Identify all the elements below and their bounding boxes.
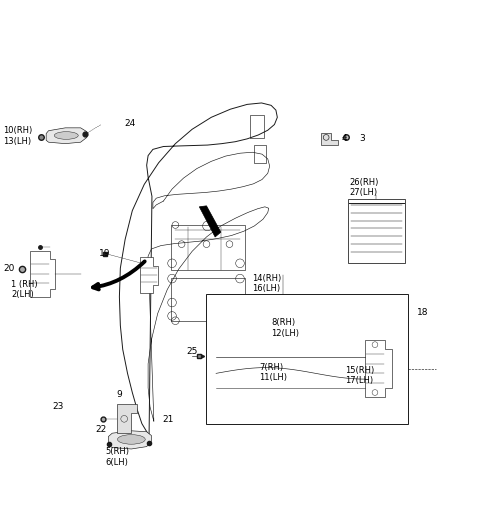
Text: 10(RH)
13(LH): 10(RH) 13(LH) bbox=[3, 126, 32, 146]
Bar bbox=[254, 145, 266, 163]
Text: 5(RH)
6(LH): 5(RH) 6(LH) bbox=[105, 447, 129, 467]
Text: 4: 4 bbox=[341, 134, 347, 143]
Text: 22: 22 bbox=[96, 425, 107, 434]
Text: 15(RH)
17(LH): 15(RH) 17(LH) bbox=[345, 366, 374, 386]
Text: 25: 25 bbox=[186, 347, 198, 356]
Text: 26(RH)
27(LH): 26(RH) 27(LH) bbox=[349, 178, 379, 197]
Bar bbox=[170, 225, 245, 270]
Text: 8(RH)
12(LH): 8(RH) 12(LH) bbox=[272, 318, 300, 338]
Text: 19: 19 bbox=[99, 249, 110, 258]
Text: 7(RH)
11(LH): 7(RH) 11(LH) bbox=[259, 363, 287, 382]
Text: 1 (RH)
2(LH): 1 (RH) 2(LH) bbox=[11, 280, 38, 299]
Text: 3: 3 bbox=[360, 134, 365, 143]
Bar bbox=[250, 115, 264, 138]
Ellipse shape bbox=[118, 435, 145, 444]
Text: 20: 20 bbox=[3, 264, 14, 272]
Bar bbox=[206, 294, 408, 423]
Polygon shape bbox=[365, 340, 392, 397]
Polygon shape bbox=[46, 128, 87, 144]
Text: 23: 23 bbox=[52, 402, 64, 412]
Bar bbox=[348, 199, 405, 263]
Text: 18: 18 bbox=[417, 308, 429, 316]
Text: 24: 24 bbox=[124, 119, 135, 128]
Polygon shape bbox=[322, 133, 338, 145]
Text: 14(RH)
16(LH): 14(RH) 16(LH) bbox=[252, 273, 281, 293]
Polygon shape bbox=[141, 257, 157, 294]
Polygon shape bbox=[30, 251, 55, 297]
Polygon shape bbox=[117, 404, 137, 433]
Bar bbox=[170, 278, 245, 321]
Polygon shape bbox=[108, 431, 152, 449]
Text: 21: 21 bbox=[162, 415, 174, 424]
Text: 9: 9 bbox=[117, 390, 122, 400]
Ellipse shape bbox=[54, 132, 78, 139]
Polygon shape bbox=[199, 206, 221, 237]
